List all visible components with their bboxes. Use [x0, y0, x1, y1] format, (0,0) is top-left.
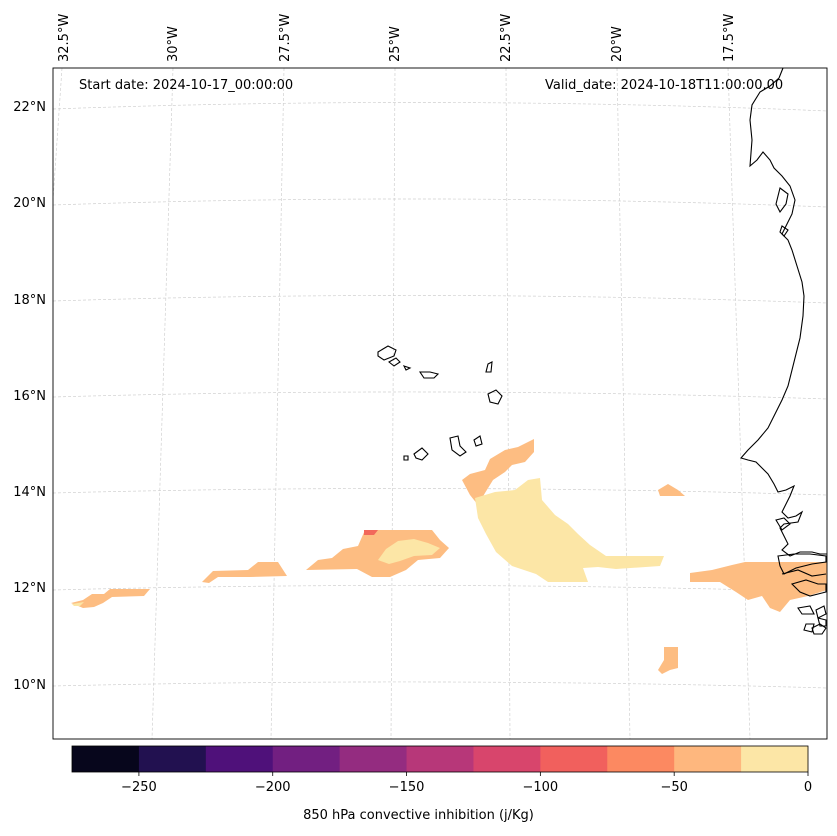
island-brava [403, 455, 409, 461]
cin-region-east [690, 562, 827, 612]
colorbar-bin [741, 746, 809, 772]
colorbar-bin [406, 746, 474, 772]
cin-region-central [462, 439, 534, 505]
map-background [53, 68, 827, 739]
island-sao-nicolau [418, 371, 440, 379]
colorbar-bin [339, 746, 408, 772]
lat-labels: 22°N 20°N 18°N 16°N 14°N 12°N 10°N [13, 100, 46, 693]
colorbar-tick-label: 0 [804, 780, 812, 795]
island-boa-vista [487, 389, 503, 405]
colorbar-bin [540, 746, 608, 772]
colorbar-bin [607, 746, 675, 772]
cin-region-small-north [658, 484, 685, 496]
colorbar-bin [674, 746, 742, 772]
cin-region-band-b-light [378, 539, 440, 564]
africa-coastline [740, 67, 827, 557]
colorbar-label: 850 hPa convective inhibition (j/Kg) [303, 808, 534, 823]
colorbar-frame [71, 745, 809, 773]
coastlines [377, 67, 827, 635]
colorbar: −250 −200 −150 −100 −50 0 [71, 745, 812, 795]
colorbar-bin [272, 746, 341, 772]
start-date-text: Start date: 2024-10-17_00:00:00 [79, 78, 294, 93]
lat-label: 16°N [13, 389, 46, 404]
cin-region-band-b-edge [364, 530, 378, 535]
lon-label: 25°W [388, 26, 403, 62]
colorbar-bin [473, 746, 541, 772]
colorbar-tick-label: −200 [255, 780, 291, 795]
lat-label: 14°N [13, 485, 46, 500]
cin-region-central-light [475, 478, 664, 582]
lat-label: 18°N [13, 293, 46, 308]
island-sal [485, 361, 493, 373]
lon-label: 27.5°W [278, 14, 293, 62]
colorbar-bin [72, 746, 140, 772]
colorbar-tick-label: −50 [660, 780, 687, 795]
map-frame [52, 67, 828, 740]
island-fogo [413, 447, 429, 461]
cin-region-south [658, 647, 678, 674]
lat-label: 22°N [13, 100, 46, 115]
lat-label: 10°N [13, 678, 46, 693]
valid-date-text: Valid_date: 2024-10-18T11:00:00.00 [545, 78, 784, 93]
island-maio [473, 435, 483, 447]
colorbar-tick-label: −150 [389, 780, 425, 795]
island-santiago [449, 435, 467, 457]
colorbar-tick-label: −250 [121, 780, 157, 795]
colorbar-tick-label: −100 [523, 780, 559, 795]
cin-field [71, 439, 827, 674]
cin-region-west-strip-light [72, 602, 84, 606]
lon-label: 30°W [166, 26, 181, 62]
lon-labels: 32.5°W 30°W 27.5°W 25°W 22.5°W 20°W 17.5… [57, 14, 737, 62]
lon-label: 32.5°W [57, 14, 72, 62]
lat-label: 12°N [13, 581, 46, 596]
island-sao-vicente [388, 357, 401, 367]
lon-label: 22.5°W [499, 14, 514, 62]
cin-region-band-a [202, 562, 287, 583]
lat-label: 20°N [13, 196, 46, 211]
lon-label: 20°W [610, 26, 625, 62]
colorbar-bin [138, 746, 207, 772]
colorbar-bin [205, 746, 274, 772]
lon-label: 17.5°W [722, 14, 737, 62]
island-santa-luzia [402, 365, 412, 371]
graticule [52, 67, 828, 740]
island-santo-antao [377, 345, 397, 361]
cin-region-west-strip [71, 589, 150, 608]
